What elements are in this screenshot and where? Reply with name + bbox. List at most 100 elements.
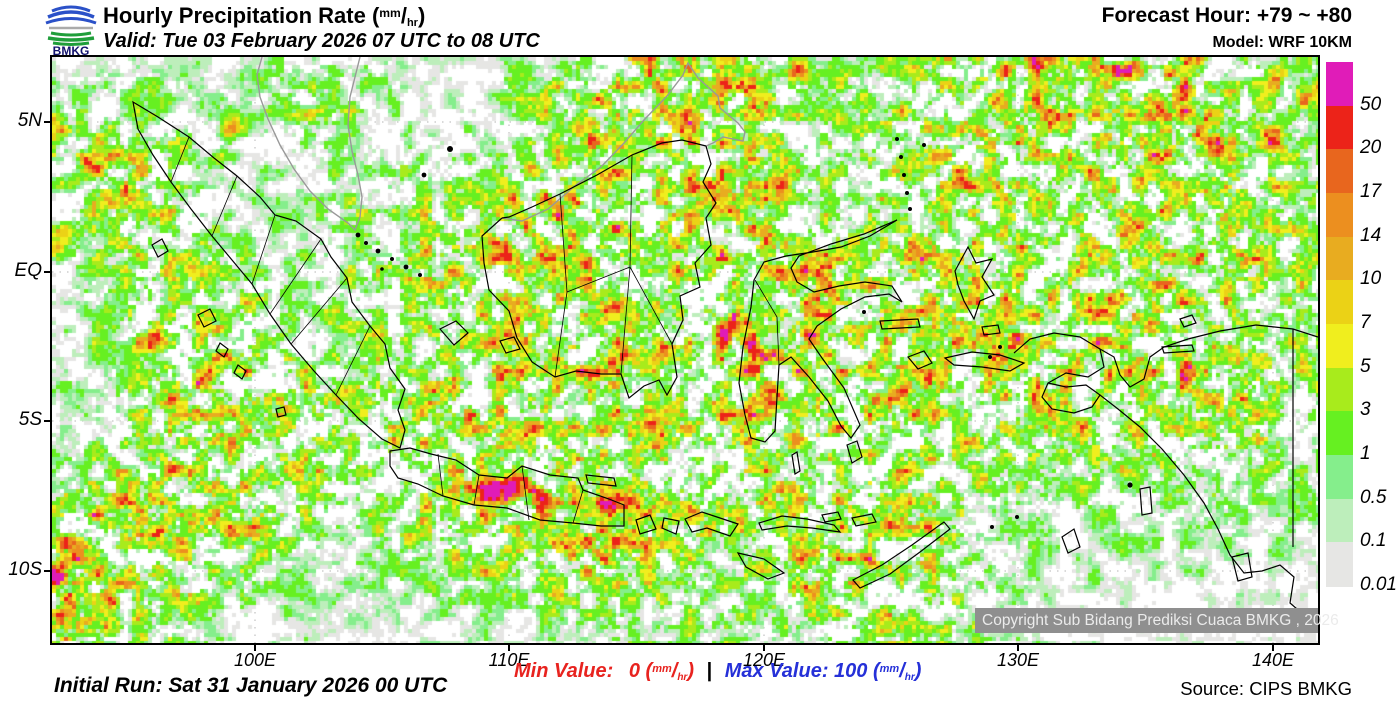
mentawai-islands xyxy=(197,308,287,418)
lombok xyxy=(661,517,680,535)
source-label: Source: CIPS BMKG xyxy=(1180,678,1352,699)
indonesia-coastlines xyxy=(132,100,1318,616)
lon-tick-label-110E: 110E xyxy=(488,650,530,670)
coastline-layer xyxy=(132,57,1318,616)
legend-color-swatch xyxy=(1326,149,1353,194)
logo-sky-arc xyxy=(45,17,97,25)
legend-value-label: 0.1 xyxy=(1360,530,1387,552)
lon-tick-label-130E: 130E xyxy=(996,650,1040,670)
max-value-label: Max Value: 100 (mm/hr) xyxy=(724,660,922,683)
aru-tanimbar xyxy=(1061,486,1153,554)
bangka xyxy=(439,320,469,346)
initial-run-label: Initial Run: Sat 31 January 2026 00 UTC xyxy=(54,674,448,697)
precip-field-canvas xyxy=(52,57,1318,643)
precip-color-legend: 50 20 17 14 10 7 5 3 1 0.5 0.1 0.01 xyxy=(1326,62,1400,595)
title-text: Hourly Precipitation Rate xyxy=(103,3,366,28)
page-title: Hourly Precipitation Rate (mm/hr) xyxy=(103,3,425,29)
legend-color-swatch xyxy=(1326,280,1353,325)
legend-color-swatch xyxy=(1326,105,1353,150)
lon-tick-label-100E: 100E xyxy=(233,650,277,670)
seram xyxy=(943,351,1026,372)
sumbawa xyxy=(684,511,739,537)
halmahera xyxy=(954,245,995,321)
legend-color-swatch xyxy=(1326,455,1353,500)
obi xyxy=(981,324,1001,336)
lat-tickmark xyxy=(44,121,51,123)
buton-selayar xyxy=(791,440,863,475)
lat-tickmark xyxy=(44,420,51,422)
legend-value-label: 17 xyxy=(1360,181,1382,202)
yos-sudarso-island xyxy=(1231,552,1253,582)
lat-tickmark xyxy=(44,271,51,273)
belitung xyxy=(499,336,521,354)
logo-wave xyxy=(47,36,95,42)
lon-tickmark xyxy=(1272,644,1274,651)
copyright-watermark: Copyright Sub Bidang Prediksi Cuaca BMKG… xyxy=(975,608,1339,633)
foreign-coastlines xyxy=(256,57,746,232)
legend-value-label: 14 xyxy=(1360,224,1382,246)
legend-value-label: 0.01 xyxy=(1360,574,1397,596)
max-value: 100 xyxy=(834,660,868,682)
legend-value-label: 50 xyxy=(1360,93,1382,115)
minmax-values: Min Value: 0 (mm/hr) | Max Value: 100 (m… xyxy=(514,660,921,683)
sumatra xyxy=(132,100,406,449)
bintuni-bay xyxy=(1047,382,1101,396)
malaysia-border xyxy=(501,139,707,219)
legend-value-label: 3 xyxy=(1360,399,1371,421)
small-islands-dots xyxy=(355,137,1133,529)
biak-yapen xyxy=(1161,314,1197,354)
valid-time-label: Valid: Tue 03 February 2026 07 UTC to 08… xyxy=(103,30,540,52)
bmkg-logo: BMKG xyxy=(45,5,97,56)
buru xyxy=(906,350,933,370)
lon-tick-label-120E: 120E xyxy=(742,650,786,670)
min-value: 0 xyxy=(628,660,640,682)
madura xyxy=(585,474,617,487)
malay-peninsula-coast xyxy=(256,57,363,232)
flores xyxy=(758,515,842,533)
logo-wave xyxy=(50,31,92,37)
sula xyxy=(879,318,921,330)
forecast-hour-label: Forecast Hour: +79 ~ +80 xyxy=(1101,4,1352,27)
legend-color-swatch xyxy=(1326,62,1353,107)
sarawak-sabah-coast xyxy=(501,61,746,222)
papua-north-coast xyxy=(1013,324,1318,388)
lat-tick-label-5N: 5N xyxy=(17,110,42,131)
lon-tickmark xyxy=(1017,644,1019,651)
province-borders xyxy=(170,136,780,524)
logo-sky-arc xyxy=(47,10,95,19)
lon-tickmark xyxy=(763,644,765,651)
min-unit: (mm/hr) xyxy=(645,660,694,683)
legend-color-swatch xyxy=(1326,411,1353,456)
legend-value-label: 20 xyxy=(1360,137,1382,159)
legend-color-swatch xyxy=(1326,324,1353,369)
legend-value-label: 7 xyxy=(1360,312,1371,334)
legend-value-label: 0.5 xyxy=(1360,486,1387,508)
max-unit: (mm/hr) xyxy=(872,660,922,683)
wetar-alor xyxy=(821,511,877,527)
min-value-label: Min Value: 0 (mm/hr) xyxy=(514,660,694,683)
papua-south-coast xyxy=(1041,348,1318,616)
sumba xyxy=(736,552,786,580)
sulawesi xyxy=(738,219,903,443)
logo-wave xyxy=(52,41,90,46)
bali xyxy=(635,514,657,535)
legend-value-label: 5 xyxy=(1360,355,1371,377)
lon-tickmark xyxy=(508,644,510,651)
timor xyxy=(852,521,951,589)
legend-value-label: 10 xyxy=(1360,268,1382,290)
title-unit: (mm/hr) xyxy=(371,3,426,29)
java xyxy=(389,447,625,527)
lat-tick-label-10S: 10S xyxy=(8,559,42,580)
nias xyxy=(151,238,169,258)
legend-color-swatch xyxy=(1326,236,1353,281)
map-area: Copyright Sub Bidang Prediksi Cuaca BMKG… xyxy=(50,55,1339,645)
logo-caption: BMKG xyxy=(53,44,90,56)
lon-tick-label-140E: 140E xyxy=(1251,650,1295,670)
legend-value-label: 1 xyxy=(1360,443,1371,465)
legend-color-swatch xyxy=(1326,367,1353,412)
lon-tickmark xyxy=(254,644,256,651)
legend-color-swatch xyxy=(1326,498,1353,543)
kalimantan-coast xyxy=(481,145,717,400)
lat-tickmark xyxy=(44,570,51,572)
